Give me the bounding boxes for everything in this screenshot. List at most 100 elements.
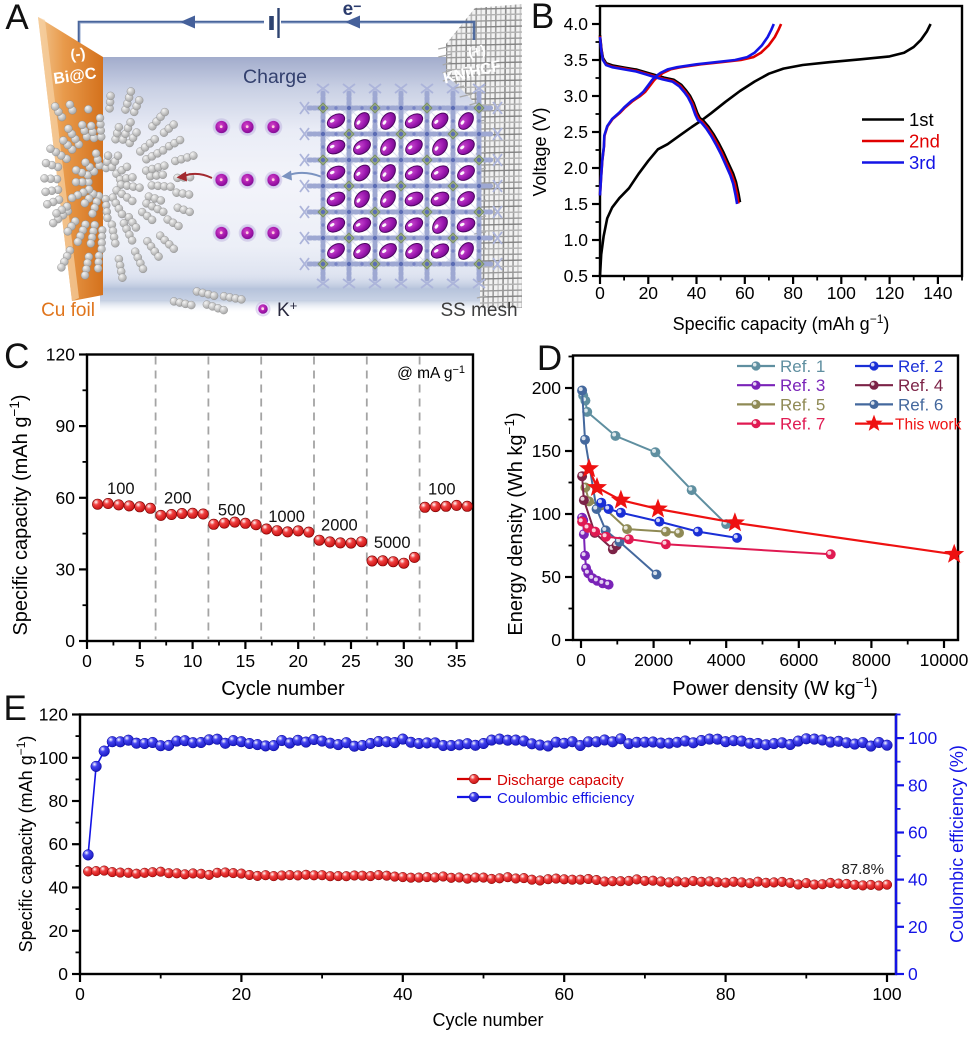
svg-text:Ref. 7: Ref. 7 [780, 415, 825, 434]
svg-text:(-): (-) [69, 45, 86, 64]
svg-text:Power density (W kg−1): Power density (W kg−1) [672, 675, 877, 700]
svg-text:0.5: 0.5 [564, 266, 588, 286]
svg-text:0: 0 [75, 984, 85, 1004]
svg-text:3.0: 3.0 [564, 86, 589, 106]
svg-text:60: 60 [49, 834, 69, 854]
svg-text:20: 20 [908, 917, 928, 937]
svg-text:200: 200 [164, 490, 192, 508]
svg-text:0: 0 [65, 631, 75, 651]
svg-text:50: 50 [542, 567, 562, 587]
svg-text:0: 0 [595, 283, 605, 303]
svg-text:1.5: 1.5 [564, 194, 588, 214]
svg-text:E: E [4, 689, 27, 728]
svg-text:Cycle number: Cycle number [432, 1010, 543, 1030]
svg-text:0: 0 [551, 630, 561, 650]
svg-text:20: 20 [49, 921, 69, 941]
svg-text:Specific capacity (mAh g−1): Specific capacity (mAh g−1) [14, 736, 36, 953]
svg-text:2.0: 2.0 [564, 158, 589, 178]
svg-text:30: 30 [56, 559, 76, 579]
svg-text:5000: 5000 [374, 534, 411, 552]
svg-text:15: 15 [236, 651, 255, 671]
svg-text:Ref. 1: Ref. 1 [780, 357, 825, 376]
svg-text:200: 200 [532, 378, 561, 398]
svg-text:20: 20 [232, 984, 252, 1004]
svg-text:Ref. 6: Ref. 6 [898, 395, 943, 414]
svg-text:Ref. 2: Ref. 2 [898, 357, 943, 376]
svg-text:4000: 4000 [707, 650, 746, 670]
svg-text:3rd: 3rd [909, 152, 936, 173]
svg-text:80: 80 [716, 984, 736, 1004]
svg-text:40: 40 [687, 283, 707, 303]
svg-text:Energy density (Wh kg−1): Energy density (Wh kg−1) [502, 412, 527, 635]
svg-text:1.0: 1.0 [564, 230, 589, 250]
svg-text:2000: 2000 [634, 650, 673, 670]
svg-text:(+): (+) [466, 41, 487, 61]
svg-text:2.5: 2.5 [564, 122, 588, 142]
svg-text:Cycle number: Cycle number [221, 678, 345, 700]
svg-text:4.0: 4.0 [564, 14, 589, 34]
svg-text:3.5: 3.5 [564, 50, 588, 70]
svg-text:2000: 2000 [321, 517, 358, 535]
svg-text:20: 20 [288, 651, 308, 671]
svg-text:0: 0 [58, 964, 68, 984]
svg-text:100: 100 [827, 283, 856, 303]
svg-text:120: 120 [39, 705, 68, 725]
svg-text:Ref. 3: Ref. 3 [780, 376, 825, 395]
svg-text:1000: 1000 [268, 508, 305, 526]
svg-text:80: 80 [49, 791, 69, 811]
svg-text:500: 500 [218, 501, 246, 519]
svg-text:20: 20 [639, 283, 659, 303]
svg-text:D: D [537, 339, 562, 378]
svg-text:C: C [4, 337, 29, 376]
svg-text:150: 150 [532, 441, 561, 461]
svg-text:80: 80 [783, 283, 803, 303]
svg-text:120: 120 [46, 345, 75, 365]
svg-text:60: 60 [908, 823, 928, 843]
svg-text:40: 40 [49, 878, 69, 898]
svg-text:Voltage (V): Voltage (V) [530, 107, 550, 196]
svg-text:Cu foil: Cu foil [41, 300, 95, 321]
svg-text:60: 60 [735, 283, 755, 303]
svg-text:0: 0 [908, 964, 918, 984]
svg-text:Specific capacity (mAh g−1): Specific capacity (mAh g−1) [673, 312, 890, 334]
svg-text:A: A [5, 0, 29, 37]
svg-text:This work: This work [895, 417, 962, 434]
svg-text:B: B [531, 0, 554, 36]
svg-text:100: 100 [532, 504, 561, 524]
svg-text:Coulombic efficiency (%): Coulombic efficiency (%) [947, 745, 967, 943]
svg-text:100: 100 [908, 728, 937, 748]
svg-text:87.8%: 87.8% [841, 861, 884, 878]
svg-text:100: 100 [428, 481, 456, 499]
svg-text:Coulombic efficiency: Coulombic efficiency [497, 790, 635, 807]
svg-text:35: 35 [447, 651, 466, 671]
svg-text:80: 80 [908, 775, 928, 795]
svg-text:8000: 8000 [852, 650, 891, 670]
svg-text:40: 40 [393, 984, 413, 1004]
svg-text:@ mA g−1: @ mA g−1 [397, 364, 465, 382]
svg-text:25: 25 [341, 651, 360, 671]
svg-text:140: 140 [923, 283, 952, 303]
svg-text:Discharge capacity: Discharge capacity [497, 772, 624, 789]
svg-text:5: 5 [135, 651, 145, 671]
svg-text:Bi@C: Bi@C [52, 65, 98, 88]
svg-text:SS mesh: SS mesh [440, 300, 517, 321]
svg-text:2nd: 2nd [909, 131, 940, 152]
svg-text:Specific capacity (mAh g−1): Specific capacity (mAh g−1) [7, 394, 32, 635]
svg-text:6000: 6000 [779, 650, 818, 670]
svg-text:10000: 10000 [920, 650, 969, 670]
svg-text:Ref. 5: Ref. 5 [780, 395, 825, 414]
svg-text:40: 40 [908, 870, 928, 890]
svg-text:120: 120 [875, 283, 904, 303]
svg-text:0: 0 [82, 651, 92, 671]
svg-text:Charge: Charge [243, 66, 307, 88]
svg-text:10: 10 [183, 651, 203, 671]
svg-text:0: 0 [576, 650, 586, 670]
svg-text:100: 100 [872, 984, 901, 1004]
svg-text:100: 100 [39, 748, 68, 768]
svg-text:60: 60 [554, 984, 574, 1004]
svg-text:30: 30 [394, 651, 414, 671]
svg-text:100: 100 [107, 480, 135, 498]
svg-text:Ref. 4: Ref. 4 [898, 376, 943, 395]
svg-text:1st: 1st [909, 109, 934, 130]
svg-text:60: 60 [56, 488, 76, 508]
